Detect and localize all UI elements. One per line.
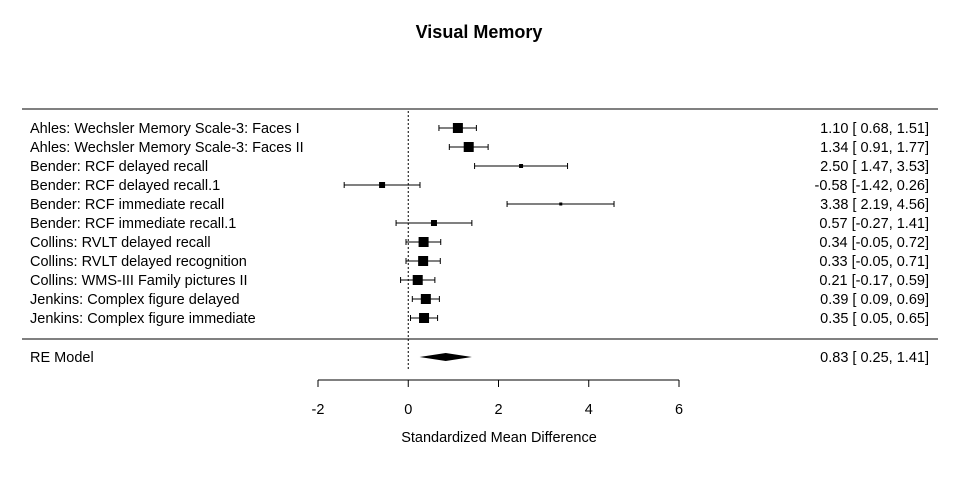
study-row: Bender: RCF delayed recall.1 -0.58 [-1.42… [30, 178, 929, 194]
tick-label: 2 [494, 402, 502, 418]
study-row: Bender: RCF immediate recall 3.38 [ 2.19,… [30, 197, 929, 213]
study-label: Bender: RCF delayed recall [30, 159, 208, 175]
x-axis-label: Standardized Mean Difference [401, 430, 597, 446]
point-estimate [418, 256, 429, 266]
point-estimate [430, 220, 437, 226]
study-label: Ahles: Wechsler Memory Scale-3: Faces I [30, 121, 300, 137]
study-estimate-text: 2.50 [ 1.47, 3.53] [820, 159, 929, 175]
point-estimate [463, 142, 474, 152]
point-estimate [379, 182, 386, 188]
summary-diamond [419, 353, 472, 361]
study-rows: Ahles: Wechsler Memory Scale-3: Faces I 1… [30, 121, 929, 327]
summary-row: RE Model 0.83 [ 0.25, 1.41] [30, 350, 929, 366]
study-estimate-text: 0.35 [ 0.05, 0.65] [820, 311, 929, 327]
study-row: Collins: WMS-III Family pictures II 0.21 … [30, 273, 929, 289]
tick-label: 0 [404, 402, 412, 418]
study-estimate-text: 0.33 [-0.05, 0.71] [819, 254, 929, 270]
point-estimate [419, 313, 430, 323]
point-estimate [420, 294, 431, 304]
point-estimate [559, 202, 563, 206]
chart-title: Visual Memory [416, 22, 543, 42]
point-estimate [412, 275, 423, 285]
study-estimate-text: 0.21 [-0.17, 0.59] [819, 273, 929, 289]
study-label: Bender: RCF delayed recall.1 [30, 178, 220, 194]
study-row: Collins: RVLT delayed recall 0.34 [-0.05,… [30, 235, 929, 251]
study-label: Collins: WMS-III Family pictures II [30, 273, 248, 289]
study-estimate-text: 1.10 [ 0.68, 1.51] [820, 121, 929, 137]
tick-label: 4 [585, 402, 593, 418]
study-label: Jenkins: Complex figure delayed [30, 292, 240, 308]
study-row: Ahles: Wechsler Memory Scale-3: Faces I 1… [30, 121, 929, 137]
study-label: Jenkins: Complex figure immediate [30, 311, 256, 327]
tick-label: -2 [312, 402, 325, 418]
study-row: Collins: RVLT delayed recognition 0.33 [-… [30, 254, 929, 270]
point-estimate [452, 123, 463, 133]
point-estimate [418, 237, 429, 247]
study-estimate-text: -0.58 [-1.42, 0.26] [815, 178, 929, 194]
study-estimate-text: 1.34 [ 0.91, 1.77] [820, 140, 929, 156]
study-row: Ahles: Wechsler Memory Scale-3: Faces II… [30, 140, 929, 156]
study-estimate-text: 0.39 [ 0.09, 0.69] [820, 292, 929, 308]
study-label: Ahles: Wechsler Memory Scale-3: Faces II [30, 140, 304, 156]
study-row: Bender: RCF delayed recall 2.50 [ 1.47, 3… [30, 159, 929, 175]
study-estimate-text: 0.57 [-0.27, 1.41] [819, 216, 929, 232]
x-axis: -2 0 2 4 6 [312, 379, 683, 418]
study-estimate-text: 3.38 [ 2.19, 4.56] [820, 197, 929, 213]
summary-estimate-text: 0.83 [ 0.25, 1.41] [820, 350, 929, 366]
study-row: Jenkins: Complex figure immediate 0.35 [ … [30, 311, 929, 327]
point-estimate [519, 164, 524, 168]
study-row: Jenkins: Complex figure delayed 0.39 [ 0.… [30, 292, 929, 308]
study-label: Bender: RCF immediate recall [30, 197, 224, 213]
study-label: Bender: RCF immediate recall.1 [30, 216, 236, 232]
study-estimate-text: 0.34 [-0.05, 0.72] [819, 235, 929, 251]
tick-label: 6 [675, 402, 683, 418]
study-label: Collins: RVLT delayed recognition [30, 254, 247, 270]
study-row: Bender: RCF immediate recall.1 0.57 [-0.2… [30, 216, 929, 232]
study-label: Collins: RVLT delayed recall [30, 235, 211, 251]
summary-label: RE Model [30, 350, 94, 366]
